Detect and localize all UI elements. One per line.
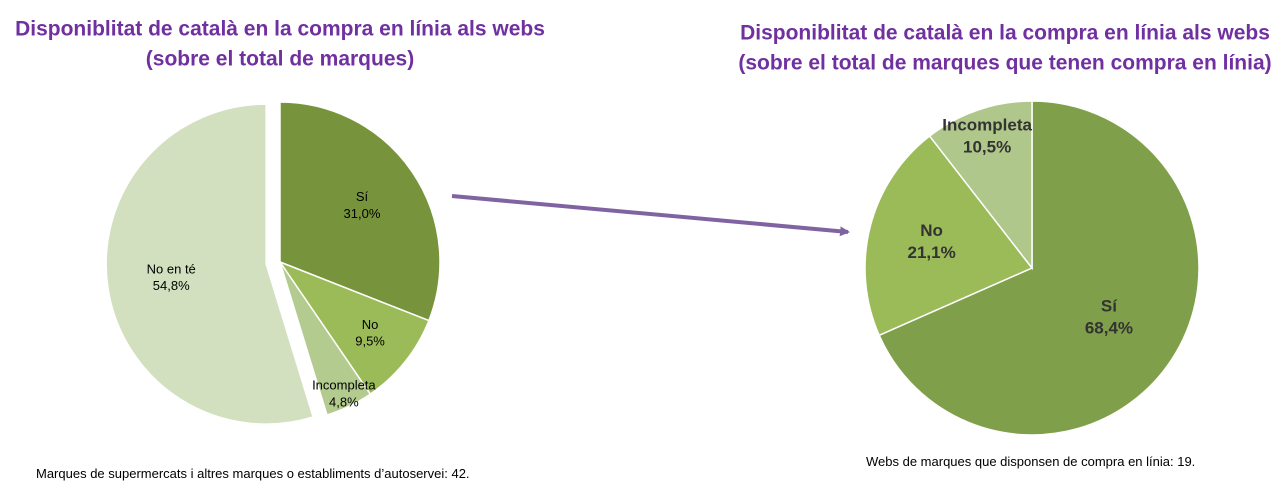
value-label: 68,4% — [1085, 319, 1133, 338]
pie-slice — [864, 134, 1034, 337]
value-label: 10,5% — [963, 137, 1011, 156]
pie-slice — [279, 101, 441, 322]
value-label: 9,5% — [355, 334, 385, 349]
slice-label: Incompleta — [312, 378, 376, 393]
pie-slice — [878, 100, 1200, 436]
slice-label: Incompleta — [942, 115, 1032, 134]
slice-label: Sí — [356, 189, 369, 204]
slice-label: Sí — [1101, 297, 1118, 316]
pie-slice — [278, 260, 430, 396]
value-label: 31,0% — [344, 206, 381, 221]
chart-title: (sobre el total de marques que tenen com… — [738, 52, 1271, 75]
pie-slice — [105, 103, 315, 425]
note: Webs de marques que disponsen de compra … — [866, 454, 1195, 469]
chart-title: (sobre el total de marques) — [146, 48, 414, 71]
pie-slice — [279, 261, 372, 416]
arrow — [451, 194, 850, 237]
slice-label: No — [920, 221, 943, 240]
chart-title: Disponiblitat de català en la compra en … — [740, 22, 1270, 45]
note: Marques de supermercats i altres marques… — [36, 466, 470, 481]
value-label: 4,8% — [329, 395, 359, 410]
value-label: 21,1% — [908, 243, 956, 262]
pie-slice — [928, 100, 1033, 271]
chart-title: Disponiblitat de català en la compra en … — [15, 18, 545, 41]
slice-label: No — [362, 317, 379, 332]
slice-label: No en té — [147, 261, 196, 276]
value-label: 54,8% — [153, 278, 190, 293]
